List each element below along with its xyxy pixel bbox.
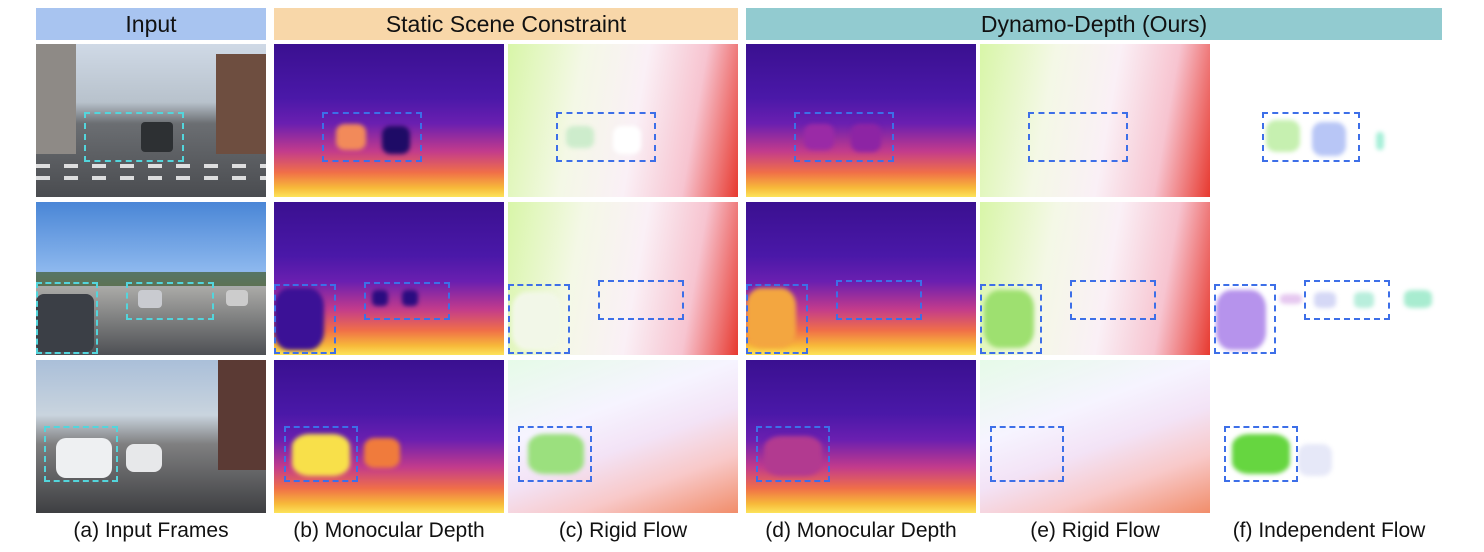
static-depth-1 (274, 44, 504, 197)
highlight-box (980, 284, 1042, 354)
header-dynamo-depth: Dynamo-Depth (Ours) (746, 8, 1442, 40)
highlight-box (746, 284, 808, 354)
dynamo-depth-1 (746, 44, 976, 197)
input-frame-3 (36, 360, 266, 513)
highlight-box (36, 282, 98, 354)
caption-e: (e) Rigid Flow (1030, 519, 1160, 542)
highlight-box (322, 112, 422, 162)
header-input: Input (36, 8, 266, 40)
highlight-box (598, 280, 684, 320)
highlight-box (126, 282, 214, 320)
dynamo-rigid-flow-3 (980, 360, 1210, 513)
highlight-box (284, 426, 358, 482)
independent-flow-1 (1214, 44, 1444, 197)
static-rigid-flow-2 (508, 202, 738, 355)
caption-c: (c) Rigid Flow (558, 519, 688, 542)
header-input-label: Input (125, 10, 177, 37)
highlight-box (518, 426, 592, 482)
highlight-box (794, 112, 894, 162)
header-dynamo-label: Dynamo-Depth (Ours) (980, 10, 1208, 37)
highlight-box (508, 284, 570, 354)
static-rigid-flow-1 (508, 44, 738, 197)
highlight-box (1070, 280, 1156, 320)
highlight-box (990, 426, 1064, 482)
dynamo-rigid-flow-2 (980, 202, 1210, 355)
dynamo-depth-3 (746, 360, 976, 513)
caption-b: (b) Monocular Depth (293, 519, 485, 542)
dynamo-depth-2 (746, 202, 976, 355)
highlight-box (1214, 284, 1276, 354)
dynamo-rigid-flow-1 (980, 44, 1210, 197)
highlight-box (1224, 426, 1298, 482)
header-static-scene-constraint: Static Scene Constraint (274, 8, 738, 40)
highlight-box (1304, 280, 1390, 320)
highlight-box (836, 280, 922, 320)
highlight-box (756, 426, 830, 482)
highlight-box (84, 112, 184, 162)
independent-flow-2 (1214, 202, 1444, 355)
highlight-box (556, 112, 656, 162)
input-frame-2 (36, 202, 266, 355)
caption-a: (a) Input Frames (73, 519, 229, 542)
input-frame-1 (36, 44, 266, 197)
caption-d: (d) Monocular Depth (765, 519, 957, 542)
highlight-box (1262, 112, 1360, 162)
static-depth-3 (274, 360, 504, 513)
highlight-box (44, 426, 118, 482)
highlight-box (364, 282, 450, 320)
caption-f: (f) Independent Flow (1232, 519, 1426, 542)
highlight-box (274, 284, 336, 354)
independent-flow-3 (1214, 360, 1444, 513)
highlight-box (1028, 112, 1128, 162)
static-rigid-flow-3 (508, 360, 738, 513)
static-depth-2 (274, 202, 504, 355)
header-static-label: Static Scene Constraint (385, 10, 627, 37)
